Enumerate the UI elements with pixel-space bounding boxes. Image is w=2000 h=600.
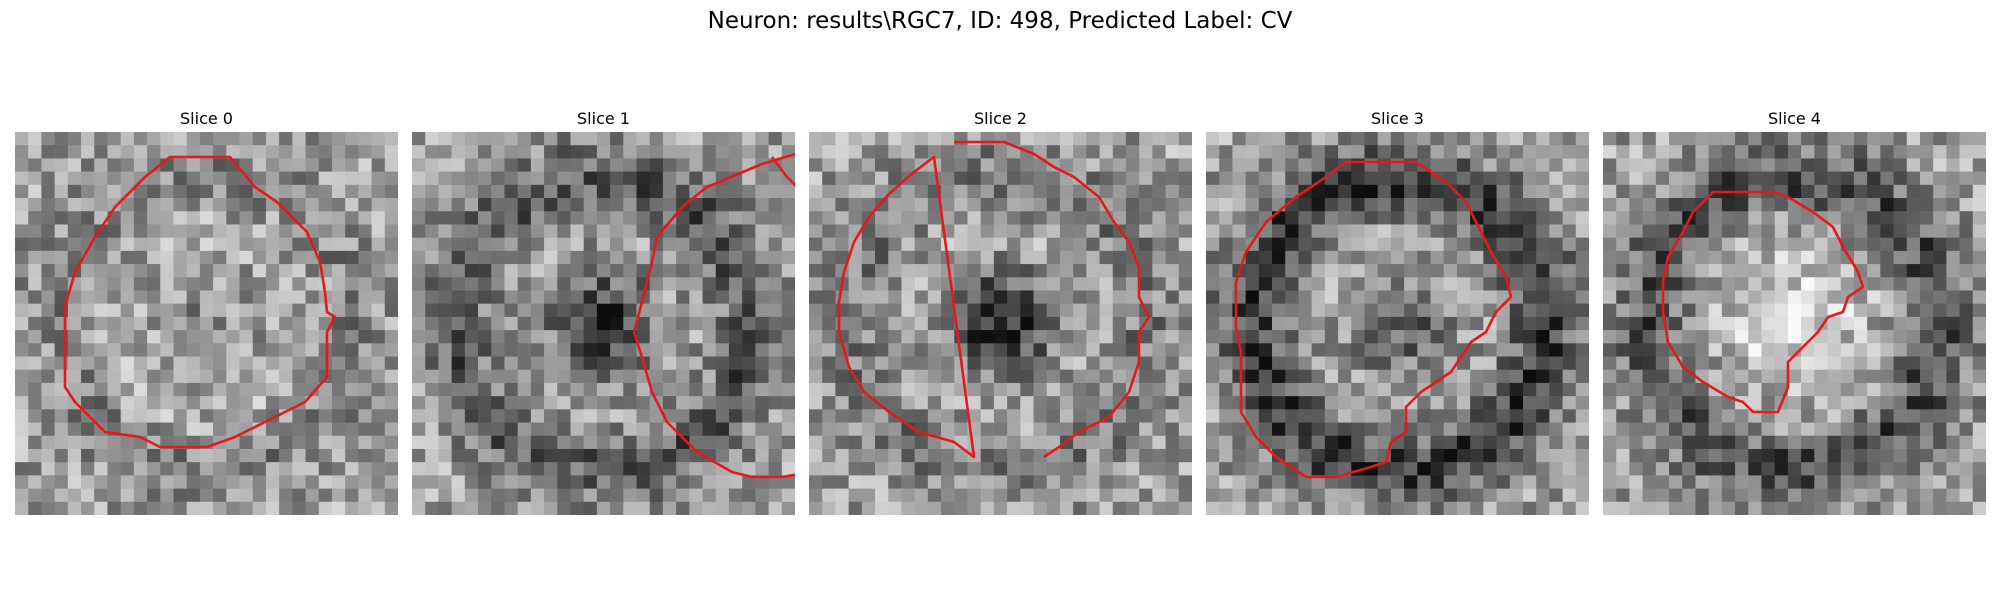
slice-panel-3: Slice 3 (1206, 106, 1589, 515)
slice-image-1 (412, 132, 795, 515)
pixel-grid (1603, 132, 1986, 515)
slice-title-3: Slice 3 (1371, 109, 1424, 128)
roi-contour (1234, 160, 1513, 479)
slice-image-0 (15, 132, 398, 515)
pixel-grid (15, 132, 398, 515)
slice-panel-4: Slice 4 (1603, 106, 1986, 515)
roi-contour (63, 155, 337, 449)
slice-panel-0: Slice 0 (15, 106, 398, 515)
pixel-grid (1206, 132, 1589, 515)
roi-contour (837, 140, 1151, 459)
slice-title-1: Slice 1 (577, 109, 630, 128)
slice-image-2 (809, 132, 1192, 515)
pixel-grid (412, 132, 795, 515)
slice-panel-1: Slice 1 (412, 106, 795, 515)
roi-contour (632, 152, 795, 479)
figure-title: Neuron: results\RGC7, ID: 498, Predicted… (707, 8, 1293, 34)
slice-title-2: Slice 2 (974, 109, 1027, 128)
pixel-grid (809, 132, 1192, 515)
slice-title-4: Slice 4 (1768, 109, 1821, 128)
slice-title-0: Slice 0 (180, 109, 233, 128)
slice-panel-2: Slice 2 (809, 106, 1192, 515)
slice-image-4 (1603, 132, 1986, 515)
slice-image-3 (1206, 132, 1589, 515)
roi-contour (1661, 190, 1865, 414)
